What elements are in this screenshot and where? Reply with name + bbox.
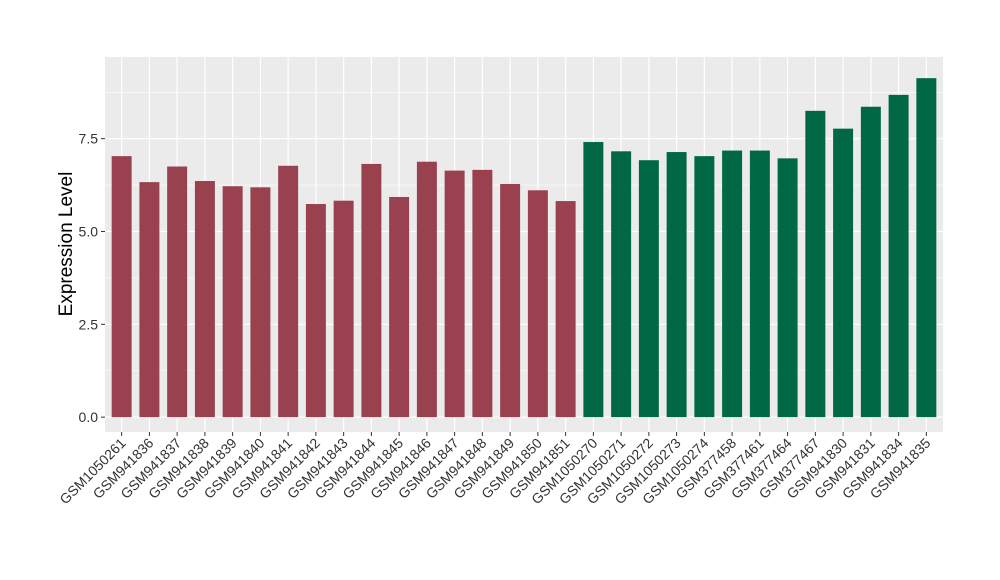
bar-GSM377458 bbox=[722, 150, 743, 418]
bar-GSM941834 bbox=[888, 94, 909, 418]
bar-GSM941840 bbox=[250, 187, 271, 418]
plot-panel bbox=[105, 57, 943, 432]
bar-GSM377467 bbox=[805, 110, 826, 418]
bar-GSM941844 bbox=[361, 163, 382, 418]
bar-GSM941839 bbox=[222, 186, 243, 418]
bar-GSM1050270 bbox=[583, 142, 604, 418]
bar-GSM377461 bbox=[749, 150, 770, 418]
bar-GSM941847 bbox=[444, 170, 465, 418]
bar-GSM941849 bbox=[500, 183, 521, 418]
x-axis: GSM1050261GSM941836GSM941837GSM941838GSM… bbox=[56, 432, 934, 507]
bar-GSM941850 bbox=[527, 190, 548, 418]
bar-GSM941838 bbox=[194, 181, 215, 418]
bar-GSM941831 bbox=[860, 106, 881, 418]
bar-GSM941841 bbox=[278, 165, 299, 418]
bar-GSM941842 bbox=[305, 204, 326, 418]
bar-GSM1050261 bbox=[111, 156, 132, 418]
bars bbox=[111, 78, 937, 418]
y-axis-title: Expression Level bbox=[56, 172, 77, 317]
y-tick-label: 5.0 bbox=[79, 224, 99, 240]
y-tick-label: 2.5 bbox=[79, 316, 99, 332]
bar-GSM1050271 bbox=[611, 151, 632, 418]
bar-GSM1050273 bbox=[666, 152, 687, 418]
bar-GSM941830 bbox=[833, 128, 854, 418]
bar-GSM941836 bbox=[139, 182, 160, 418]
y-tick-label: 7.5 bbox=[79, 131, 99, 147]
bar-GSM941851 bbox=[555, 201, 576, 418]
bar-GSM941846 bbox=[416, 161, 437, 418]
bar-GSM1050274 bbox=[694, 156, 715, 418]
bar-GSM941835 bbox=[916, 78, 937, 418]
y-tick-label: 0.0 bbox=[79, 409, 99, 425]
bar-GSM941848 bbox=[472, 169, 493, 418]
bar-GSM941845 bbox=[389, 196, 410, 418]
bar-GSM1050272 bbox=[638, 160, 659, 418]
bar-GSM941843 bbox=[333, 200, 354, 418]
bar-GSM377464 bbox=[777, 158, 798, 418]
y-axis: 0.0 2.5 5.0 7.5 bbox=[79, 131, 105, 425]
bar-GSM941837 bbox=[167, 166, 188, 418]
minor-gridlines bbox=[105, 91, 943, 372]
